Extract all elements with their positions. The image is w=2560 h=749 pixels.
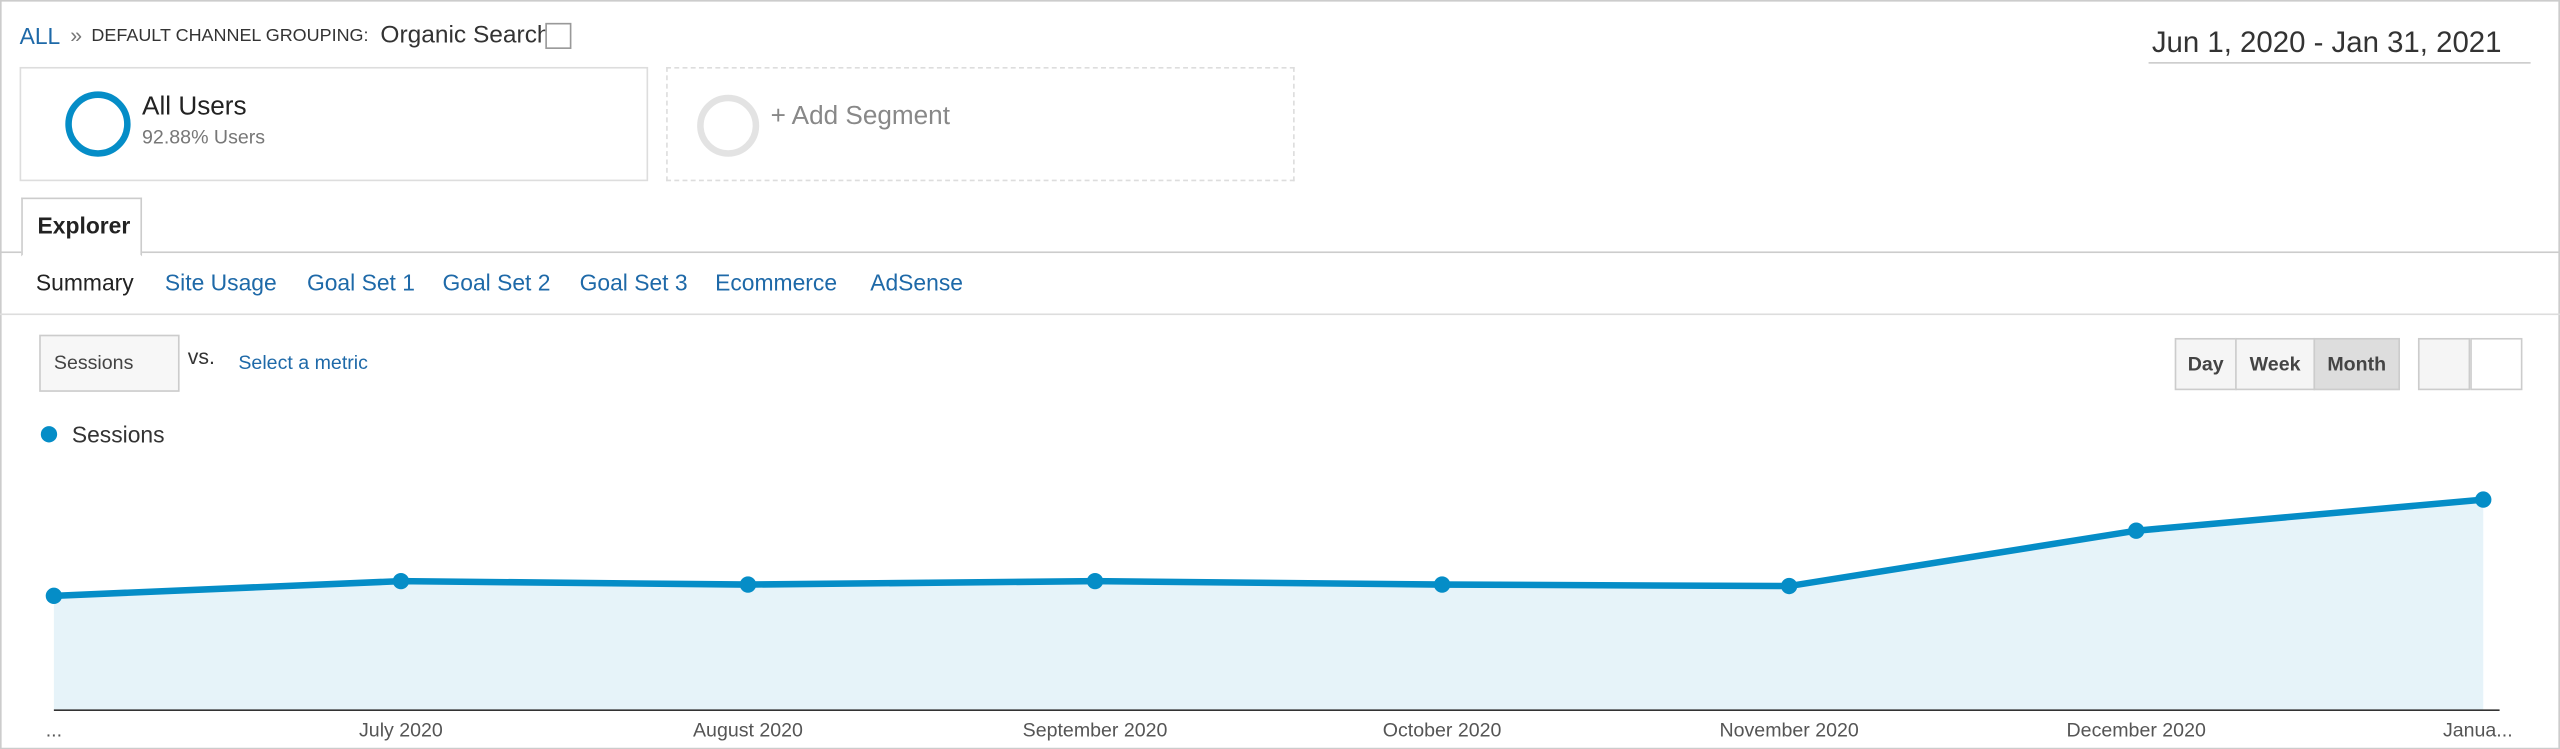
point (1086, 572, 1104, 590)
grouping-value: Organic Search (380, 21, 551, 49)
subtab[interactable]: Goal Set 2 (442, 269, 551, 296)
point (45, 587, 63, 604)
point (392, 572, 410, 590)
segment-detail: 92.88% Users (142, 125, 266, 149)
granularity-button[interactable]: Month (2313, 337, 2400, 391)
tab-box (21, 197, 143, 257)
date-underline (2148, 62, 2531, 64)
point (1780, 577, 1798, 595)
vs-label: vs. (187, 344, 215, 369)
motion-chart-toggle[interactable] (2470, 337, 2523, 391)
compare-metric[interactable]: Select a metric (238, 351, 368, 374)
point (1433, 576, 1451, 593)
granularity-button[interactable]: Week (2235, 337, 2316, 391)
legend-label: Sessions (72, 421, 165, 447)
x-tick-label: December 2020 (2067, 719, 2206, 741)
legend-dot (40, 426, 58, 443)
subtab[interactable]: AdSense (870, 269, 963, 296)
area (53, 499, 2484, 711)
add-segment[interactable]: + Add Segment (770, 102, 950, 131)
grouping-label: DEFAULT CHANNEL GROUPING: (91, 26, 369, 46)
x-tick-label: August 2020 (693, 719, 803, 741)
segment-ring (65, 91, 131, 157)
add-segment-card[interactable] (666, 66, 1295, 182)
tab[interactable]: Explorer (37, 212, 131, 239)
metric: Sessions (53, 351, 134, 374)
add-segment-ring (697, 94, 760, 157)
x-tick-label: September 2020 (1023, 719, 1168, 741)
point (739, 576, 757, 593)
subtab[interactable]: Goal Set 1 (306, 269, 415, 296)
x-tick-label: July 2020 (359, 719, 443, 741)
x-tick-label: November 2020 (1719, 719, 1858, 741)
granularity-button[interactable]: Day (2174, 337, 2237, 391)
line (53, 496, 2484, 600)
point (2475, 491, 2492, 508)
subtab[interactable]: Ecommerce (715, 269, 838, 296)
subtab-line (0, 313, 2560, 316)
subtab[interactable]: Goal Set 3 (579, 269, 688, 296)
point (2128, 522, 2145, 539)
subtab[interactable]: Summary (35, 269, 134, 296)
metric-dropdown[interactable] (39, 334, 180, 392)
x-tick-label: Janua... (2443, 719, 2513, 741)
line-chart-toggle[interactable] (2417, 337, 2471, 391)
x-tick-label: October 2020 (1383, 719, 1502, 741)
grouping-dropdown[interactable] (545, 22, 572, 49)
breadcrumb-root[interactable]: ALL (19, 22, 61, 49)
breadcrumb-separator: » (70, 22, 83, 48)
date-range[interactable]: Jun 1, 2020 - Jan 31, 2021 (2151, 26, 2502, 59)
x-tick-label: ... (46, 719, 62, 741)
subtab[interactable]: Site Usage (164, 269, 277, 296)
segment-name: All Users (142, 93, 247, 121)
tab-line (0, 251, 2560, 254)
